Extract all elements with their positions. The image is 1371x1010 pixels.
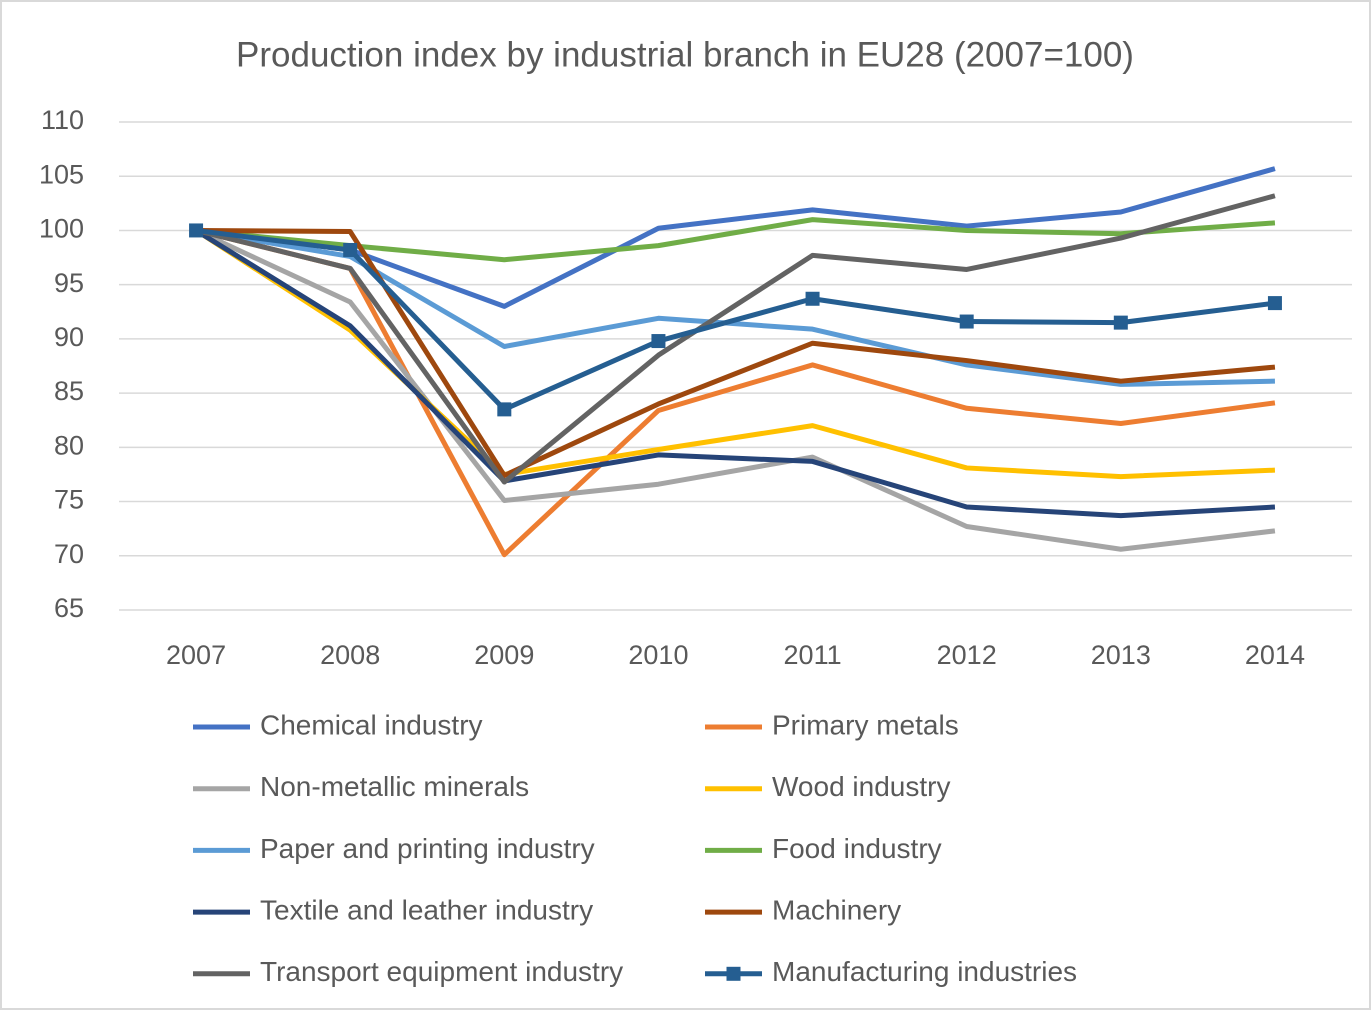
series-line [194, 228, 1276, 519]
x-tick-label: 2013 [1091, 640, 1151, 670]
y-tick-label: 65 [54, 593, 84, 623]
point-marker [651, 334, 666, 349]
legend-label: Non-metallic minerals [260, 771, 529, 802]
series-line [195, 217, 1276, 263]
series-line [195, 228, 1276, 558]
series-line [195, 166, 1276, 309]
y-tick-label: 105 [39, 159, 84, 189]
x-tick-label: 2010 [628, 640, 688, 670]
y-tick-label: 90 [54, 322, 84, 352]
legend-label: Wood industry [772, 771, 950, 802]
point-marker [959, 314, 974, 329]
legend-label: Food industry [772, 833, 942, 864]
x-tick-label: 2009 [474, 640, 534, 670]
x-tick-label: 2007 [166, 640, 226, 670]
point-marker [189, 223, 204, 238]
legend-label: Paper and printing industry [260, 833, 595, 864]
legend-label: Manufacturing industries [772, 956, 1077, 987]
series-line [195, 193, 1276, 485]
x-tick-label: 2012 [937, 640, 997, 670]
y-tick-label: 80 [54, 430, 84, 460]
series-line [196, 227, 1276, 479]
point-marker [1113, 315, 1128, 330]
y-tick-label: 95 [54, 268, 84, 298]
x-tick-label: 2008 [320, 640, 380, 670]
y-tick-label: 70 [54, 539, 84, 569]
legend-label: Chemical industry [260, 709, 483, 740]
legend-marker [726, 966, 741, 981]
legend-label: Machinery [772, 894, 901, 925]
series-line [195, 227, 1276, 412]
point-marker [1267, 296, 1282, 311]
series-line [195, 228, 1276, 552]
x-tick-label: 2014 [1245, 640, 1305, 670]
y-tick-label: 85 [54, 376, 84, 406]
y-tick-label: 110 [41, 105, 84, 135]
y-tick-label: 100 [39, 214, 84, 244]
y-tick-label: 75 [54, 485, 84, 515]
legend-label: Primary metals [772, 709, 959, 740]
point-marker [805, 291, 820, 306]
legend-label: Transport equipment industry [260, 956, 623, 987]
point-marker [497, 402, 512, 417]
chart-title: Production index by industrial branch in… [236, 35, 1134, 74]
x-tick-label: 2011 [784, 640, 842, 670]
point-marker [343, 242, 358, 257]
legend-label: Textile and leather industry [260, 894, 593, 925]
